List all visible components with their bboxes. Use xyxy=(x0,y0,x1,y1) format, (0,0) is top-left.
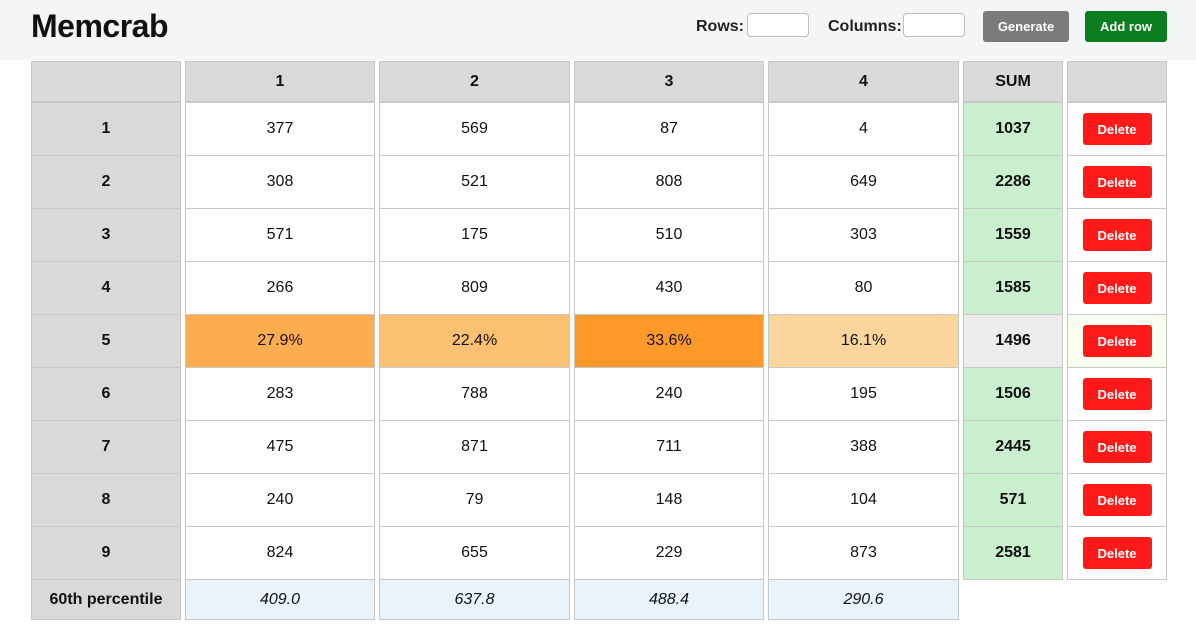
delete-row-button[interactable]: Delete xyxy=(1082,272,1152,304)
value-cell[interactable]: 80 xyxy=(768,261,959,315)
delete-row-button[interactable]: Delete xyxy=(1082,378,1152,410)
row-actions-cell: Delete xyxy=(1067,155,1167,209)
delete-row-button[interactable]: Delete xyxy=(1082,219,1152,251)
percentile-cell: 637.8 xyxy=(379,579,570,620)
value-cell[interactable]: 303 xyxy=(768,208,959,262)
row-actions-cell: Delete xyxy=(1067,420,1167,474)
row-sum-cell[interactable]: 1506 xyxy=(963,367,1063,421)
row-header: 4 xyxy=(31,261,181,315)
top-bar: Memcrab Rows: Columns: Generate Add row xyxy=(0,0,1196,60)
row-actions-cell: Delete xyxy=(1067,261,1167,315)
row-actions-cell: Delete xyxy=(1067,208,1167,262)
corner-header xyxy=(31,61,181,102)
percentile-cell: 290.6 xyxy=(768,579,959,620)
value-cell[interactable]: 510 xyxy=(574,208,764,262)
value-cell[interactable]: 430 xyxy=(574,261,764,315)
row-header: 2 xyxy=(31,155,181,209)
value-cell[interactable]: 377 xyxy=(185,102,375,156)
value-cell[interactable]: 711 xyxy=(574,420,764,474)
row-sum-cell[interactable]: 2286 xyxy=(963,155,1063,209)
generate-button[interactable]: Generate xyxy=(983,11,1069,42)
row-actions-cell: Delete xyxy=(1067,473,1167,527)
delete-row-button[interactable]: Delete xyxy=(1082,113,1152,145)
row-sum-cell[interactable]: 1496 xyxy=(963,314,1063,368)
add-row-button[interactable]: Add row xyxy=(1085,11,1167,42)
value-cell[interactable]: 788 xyxy=(379,367,570,421)
sum-header: SUM xyxy=(963,61,1063,102)
value-cell[interactable]: 809 xyxy=(379,261,570,315)
row-header: 3 xyxy=(31,208,181,262)
row-sum-cell[interactable]: 2581 xyxy=(963,526,1063,580)
value-cell[interactable]: 571 xyxy=(185,208,375,262)
rows-input[interactable] xyxy=(747,13,809,37)
row-header: 5 xyxy=(31,314,181,368)
delete-row-button[interactable]: Delete xyxy=(1082,484,1152,516)
column-header[interactable]: 2 xyxy=(379,61,570,102)
row-actions-cell: Delete xyxy=(1067,314,1167,368)
value-cell[interactable]: 240 xyxy=(574,367,764,421)
row-header: 1 xyxy=(31,102,181,156)
value-cell[interactable]: 873 xyxy=(768,526,959,580)
value-cell[interactable]: 655 xyxy=(379,526,570,580)
value-cell[interactable]: 475 xyxy=(185,420,375,474)
value-cell[interactable]: 104 xyxy=(768,473,959,527)
value-cell[interactable]: 4 xyxy=(768,102,959,156)
value-cell[interactable]: 569 xyxy=(379,102,570,156)
percentile-cell: 488.4 xyxy=(574,579,764,620)
actions-header xyxy=(1067,61,1167,102)
percentile-cell: 409.0 xyxy=(185,579,375,620)
rows-label: Rows: xyxy=(696,18,744,35)
percentile-label: 60th percentile xyxy=(31,579,181,620)
value-cell[interactable]: 808 xyxy=(574,155,764,209)
delete-row-button[interactable]: Delete xyxy=(1082,537,1152,569)
delete-row-button[interactable]: Delete xyxy=(1082,166,1152,198)
row-actions-cell: Delete xyxy=(1067,367,1167,421)
row-actions-cell: Delete xyxy=(1067,102,1167,156)
column-header[interactable]: 1 xyxy=(185,61,375,102)
row-header: 7 xyxy=(31,420,181,474)
value-cell[interactable]: 195 xyxy=(768,367,959,421)
row-actions-cell: Delete xyxy=(1067,526,1167,580)
value-cell[interactable]: 308 xyxy=(185,155,375,209)
value-cell[interactable]: 824 xyxy=(185,526,375,580)
app-title: Memcrab xyxy=(31,8,169,44)
percent-cell[interactable]: 22.4% xyxy=(379,314,570,368)
columns-label: Columns: xyxy=(828,18,902,35)
columns-input[interactable] xyxy=(903,13,965,37)
delete-row-button[interactable]: Delete xyxy=(1082,431,1152,463)
row-sum-cell[interactable]: 1037 xyxy=(963,102,1063,156)
row-header: 9 xyxy=(31,526,181,580)
value-cell[interactable]: 283 xyxy=(185,367,375,421)
value-cell[interactable]: 266 xyxy=(185,261,375,315)
delete-row-button[interactable]: Delete xyxy=(1082,325,1152,357)
row-sum-cell[interactable]: 1585 xyxy=(963,261,1063,315)
row-header: 8 xyxy=(31,473,181,527)
row-header: 6 xyxy=(31,367,181,421)
percent-cell[interactable]: 16.1% xyxy=(768,314,959,368)
value-cell[interactable]: 388 xyxy=(768,420,959,474)
value-cell[interactable]: 148 xyxy=(574,473,764,527)
column-header[interactable]: 4 xyxy=(768,61,959,102)
value-cell[interactable]: 229 xyxy=(574,526,764,580)
value-cell[interactable]: 240 xyxy=(185,473,375,527)
value-cell[interactable]: 649 xyxy=(768,155,959,209)
value-cell[interactable]: 87 xyxy=(574,102,764,156)
row-sum-cell[interactable]: 571 xyxy=(963,473,1063,527)
percent-cell[interactable]: 33.6% xyxy=(574,314,764,368)
percent-cell[interactable]: 27.9% xyxy=(185,314,375,368)
row-sum-cell[interactable]: 2445 xyxy=(963,420,1063,474)
value-cell[interactable]: 521 xyxy=(379,155,570,209)
value-cell[interactable]: 175 xyxy=(379,208,570,262)
column-header[interactable]: 3 xyxy=(574,61,764,102)
value-cell[interactable]: 79 xyxy=(379,473,570,527)
value-cell[interactable]: 871 xyxy=(379,420,570,474)
row-sum-cell[interactable]: 1559 xyxy=(963,208,1063,262)
